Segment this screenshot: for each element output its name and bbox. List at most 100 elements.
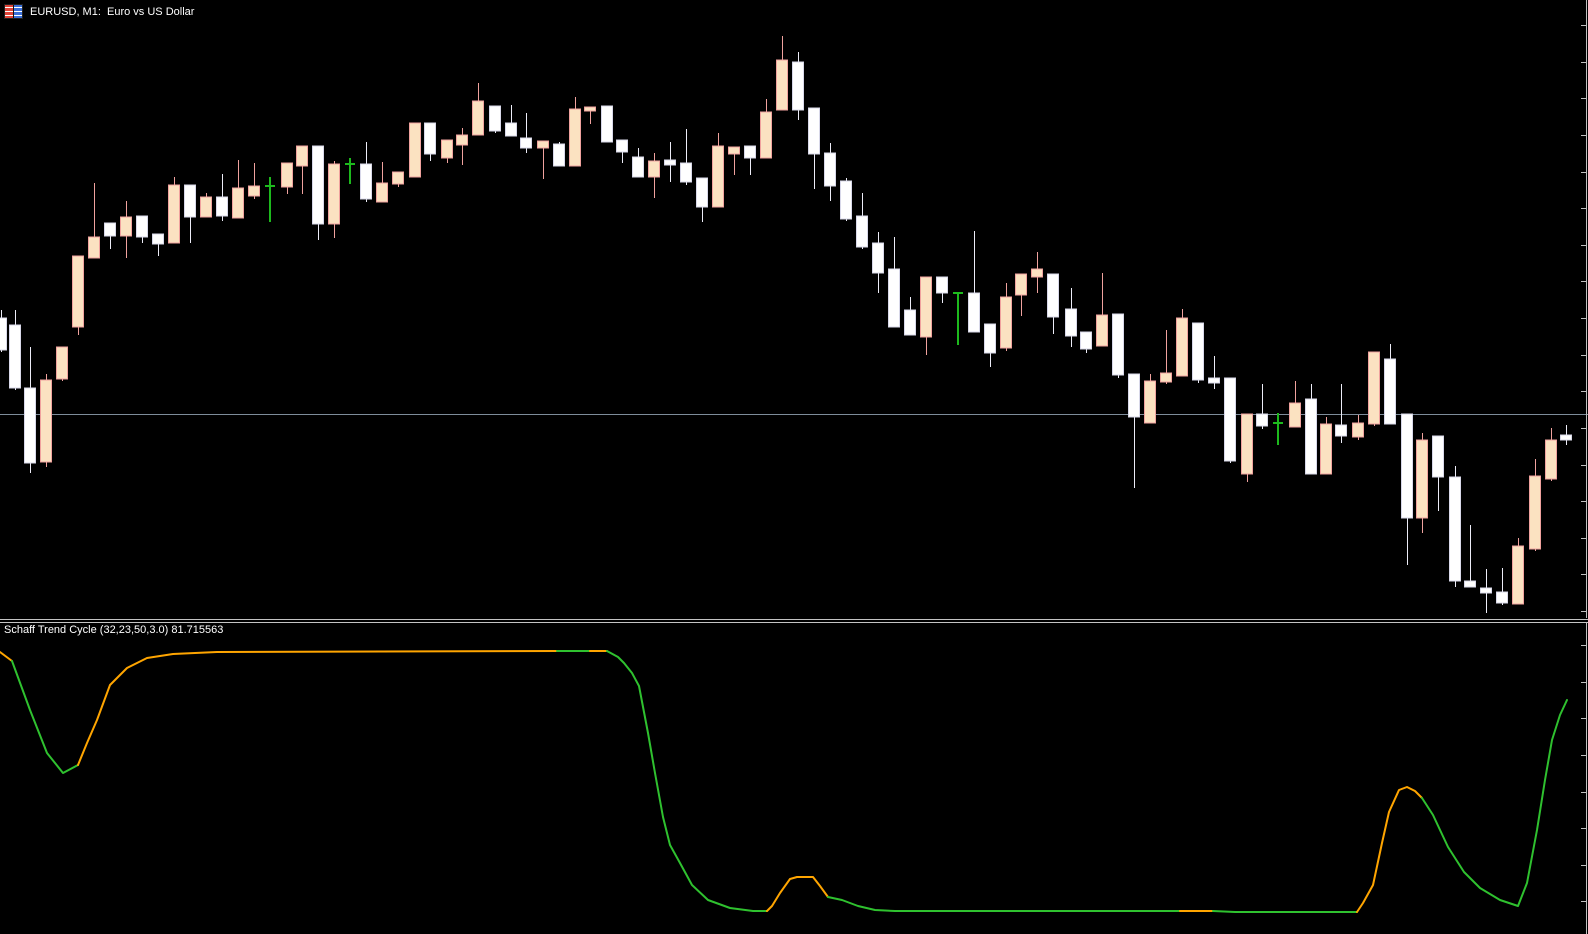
candle-body (712, 145, 724, 208)
candle-body (888, 268, 900, 328)
candle-body (1256, 413, 1268, 427)
candle-body (1047, 273, 1059, 318)
candle-body (1352, 422, 1364, 438)
candle-body (744, 145, 756, 159)
candle-body (1000, 296, 1012, 349)
candle-body (1031, 268, 1043, 278)
candle-body (120, 216, 132, 237)
candle-body (1335, 424, 1347, 437)
candle-body (248, 185, 260, 197)
candle-body (1416, 439, 1428, 519)
candle-body (0, 317, 7, 351)
candle-body (569, 108, 581, 167)
candle-body (72, 255, 84, 328)
chart-title-bar: EURUSD, M1: Euro vs US Dollar (4, 4, 194, 19)
indicator-label: Schaff Trend Cycle (32,23,50,3.0) 81.715… (4, 624, 224, 636)
candle-body (1401, 413, 1413, 519)
candle-body (520, 137, 532, 149)
candle-body (489, 105, 501, 132)
stc-line-segment (77, 650, 558, 766)
candle-body (216, 196, 228, 217)
candle-body (505, 122, 517, 137)
candle-body (1512, 545, 1524, 605)
candle-body (1432, 435, 1444, 478)
pane-separator[interactable] (0, 619, 1588, 620)
candle-body (872, 242, 884, 274)
stc-line-segment (606, 650, 768, 912)
candle-body (696, 177, 708, 208)
candle-body (152, 233, 164, 245)
candle-body (104, 222, 116, 237)
candle-body (1289, 402, 1301, 428)
candle-body (56, 346, 68, 380)
candle-body (136, 215, 148, 238)
candle-body (1192, 322, 1204, 381)
candle-body (792, 61, 804, 111)
candle-body (1224, 377, 1236, 462)
stc-line-segment (0, 651, 13, 662)
candle-body (936, 276, 948, 294)
candle-body (632, 156, 644, 178)
candle-body (1065, 308, 1077, 337)
candle-body (984, 323, 996, 354)
candle-body (1384, 358, 1396, 425)
candle-body (1241, 413, 1253, 475)
candle-body (1560, 434, 1572, 441)
candle-body (856, 215, 868, 248)
stc-line-segment (1421, 699, 1568, 907)
candle-body (1496, 591, 1508, 604)
candle-body (88, 236, 100, 259)
candle-body (1128, 373, 1140, 418)
candle-body (760, 111, 772, 159)
candle-body (472, 100, 484, 136)
candle-body (424, 122, 436, 155)
candle-body (1144, 380, 1156, 424)
candle-body (184, 184, 196, 218)
chart-title: EURUSD, M1: Euro vs US Dollar (30, 5, 195, 18)
candle-body (1368, 351, 1380, 425)
candle-body (376, 182, 388, 203)
candle-body (456, 134, 468, 146)
candle-body (328, 163, 340, 225)
candle-body (409, 122, 421, 178)
candle-body (1464, 580, 1476, 588)
candle-body (1208, 377, 1220, 384)
candle-body (1096, 314, 1108, 347)
candle-body (1080, 331, 1092, 350)
candle-body (664, 159, 676, 166)
candle-body (1015, 273, 1027, 296)
candle-body (1449, 476, 1461, 582)
stc-line-segment (11, 660, 79, 774)
candle-body (296, 145, 308, 167)
candle-body (1112, 313, 1124, 376)
candle-body (648, 160, 660, 178)
stc-line-segment (827, 896, 1181, 912)
candle-body (584, 106, 596, 112)
candle-body (840, 180, 852, 220)
candle-body (1529, 475, 1541, 550)
candle-body (776, 59, 788, 111)
candle-body (281, 162, 293, 188)
candle-body (168, 184, 180, 244)
candle-body (1305, 398, 1317, 475)
candle-body (40, 379, 52, 463)
candle-body (232, 187, 244, 219)
candle-body (601, 105, 613, 143)
stc-line-segment (1356, 786, 1423, 913)
candle-body (920, 276, 932, 338)
chart-icon-red-half (5, 5, 14, 18)
stc-line-segment (1212, 910, 1358, 913)
candle-body (808, 107, 820, 155)
candle-body (360, 163, 372, 200)
candle-body (537, 140, 549, 149)
candle-body (312, 145, 324, 225)
candle-body (728, 146, 740, 155)
candle-body (24, 387, 36, 464)
candle-body (441, 139, 453, 159)
candle-body (1320, 423, 1332, 475)
candle-body (616, 139, 628, 153)
pane-separator[interactable] (0, 622, 1588, 623)
candle-body (9, 324, 21, 389)
